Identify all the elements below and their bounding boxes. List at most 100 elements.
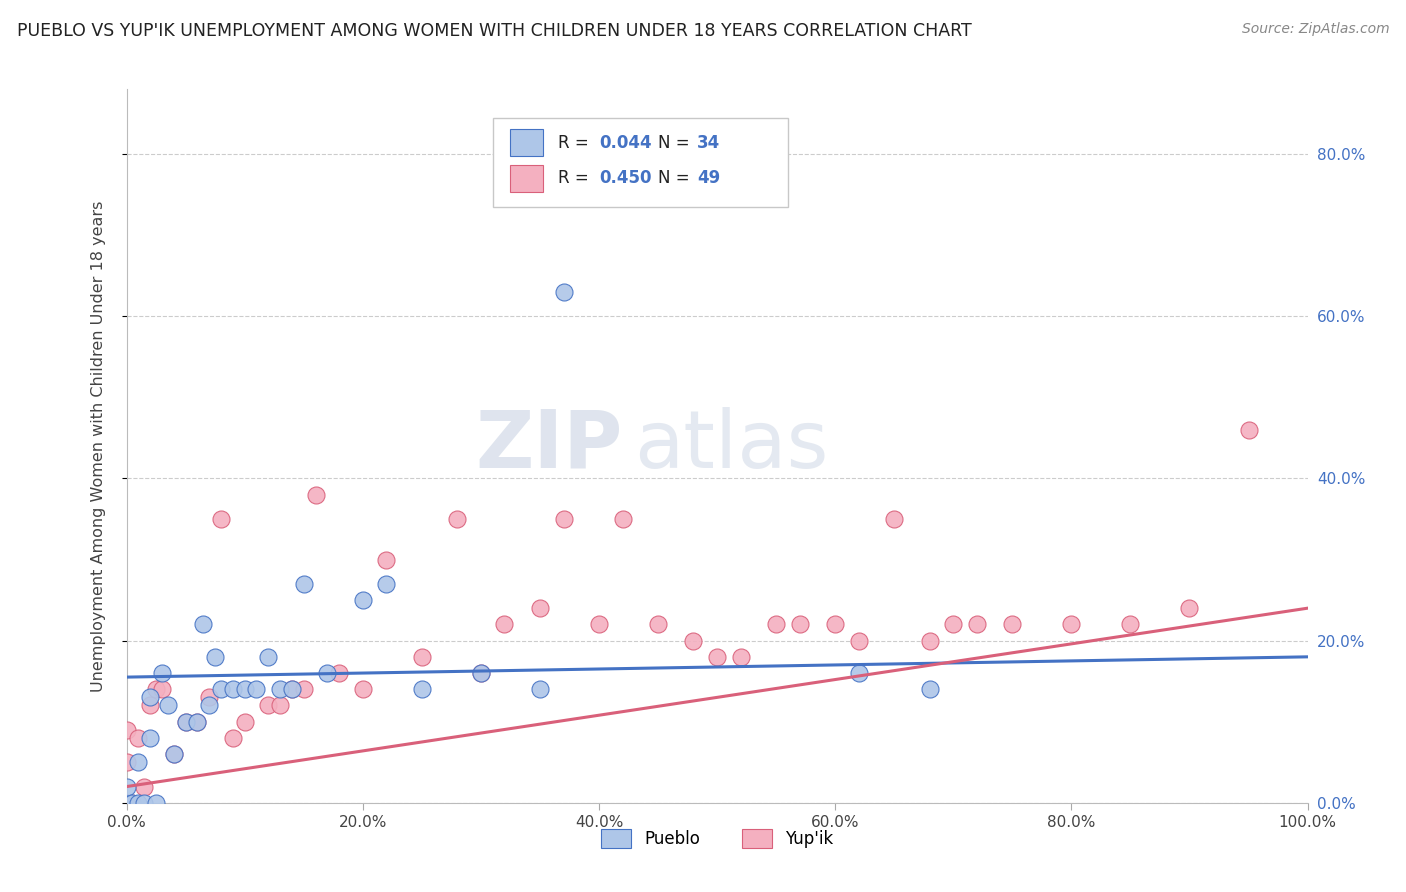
Point [292,682,315,697]
Text: ZIP: ZIP [475,407,623,485]
Point [470,666,492,681]
Point [446,512,468,526]
Point [163,747,186,761]
Point [352,593,374,607]
Text: N =: N = [658,134,695,152]
Point [257,698,280,713]
Point [647,617,669,632]
Point [222,682,245,697]
Point [1119,617,1142,632]
Point [121,796,143,810]
Point [257,649,280,664]
Point [150,666,173,681]
Point [588,617,610,632]
Point [553,285,575,299]
Point [789,617,811,632]
FancyBboxPatch shape [510,165,544,192]
Point [918,633,941,648]
Legend: Pueblo, Yup'ik: Pueblo, Yup'ik [595,822,839,855]
Point [269,682,291,697]
Point [269,698,291,713]
Point [139,698,162,713]
Point [494,617,516,632]
Point [174,714,197,729]
Text: Source: ZipAtlas.com: Source: ZipAtlas.com [1241,22,1389,37]
Point [193,617,215,632]
Point [186,714,208,729]
Point [209,682,232,697]
Point [115,796,138,810]
Point [529,601,551,615]
Point [730,649,752,664]
Point [281,682,304,697]
Point [145,796,167,810]
Point [1178,601,1201,615]
Point [174,714,197,729]
FancyBboxPatch shape [510,129,544,156]
Text: R =: R = [558,169,593,187]
Point [1001,617,1024,632]
Point [281,682,304,697]
Point [966,617,988,632]
Point [553,512,575,526]
Point [883,512,905,526]
Point [682,633,704,648]
Point [470,666,492,681]
Point [209,512,232,526]
Point [163,747,186,761]
Point [139,731,162,745]
Point [127,756,149,770]
FancyBboxPatch shape [492,118,787,207]
Point [245,682,267,697]
Text: N =: N = [658,169,695,187]
Point [529,682,551,697]
Point [134,796,156,810]
Point [139,690,162,705]
Point [765,617,787,632]
Point [918,682,941,697]
Point [115,756,138,770]
Point [127,796,149,810]
Point [375,577,398,591]
Point [316,666,339,681]
Text: atlas: atlas [634,407,828,485]
Text: R =: R = [558,134,593,152]
Point [198,698,221,713]
Point [848,633,870,648]
Point [204,649,226,664]
Point [222,731,245,745]
Point [115,796,138,810]
Point [1237,423,1260,437]
Point [1060,617,1083,632]
Point [156,698,179,713]
Text: 49: 49 [697,169,720,187]
Point [233,682,256,697]
Point [134,780,156,794]
Point [706,649,728,664]
Point [145,682,167,697]
Text: 0.450: 0.450 [599,169,651,187]
Point [328,666,350,681]
Point [352,682,374,697]
Point [411,649,433,664]
Y-axis label: Unemployment Among Women with Children Under 18 years: Unemployment Among Women with Children U… [91,201,105,691]
Text: 34: 34 [697,134,720,152]
Text: 0.044: 0.044 [599,134,651,152]
Point [612,512,634,526]
Point [292,577,315,591]
Point [824,617,846,632]
Point [121,796,143,810]
Point [411,682,433,697]
Point [304,488,326,502]
Point [375,552,398,566]
Point [233,714,256,729]
Point [115,780,138,794]
Point [115,723,138,737]
Text: PUEBLO VS YUP'IK UNEMPLOYMENT AMONG WOMEN WITH CHILDREN UNDER 18 YEARS CORRELATI: PUEBLO VS YUP'IK UNEMPLOYMENT AMONG WOME… [17,22,972,40]
Point [127,731,149,745]
Point [150,682,173,697]
Point [848,666,870,681]
Point [942,617,965,632]
Point [198,690,221,705]
Point [186,714,208,729]
